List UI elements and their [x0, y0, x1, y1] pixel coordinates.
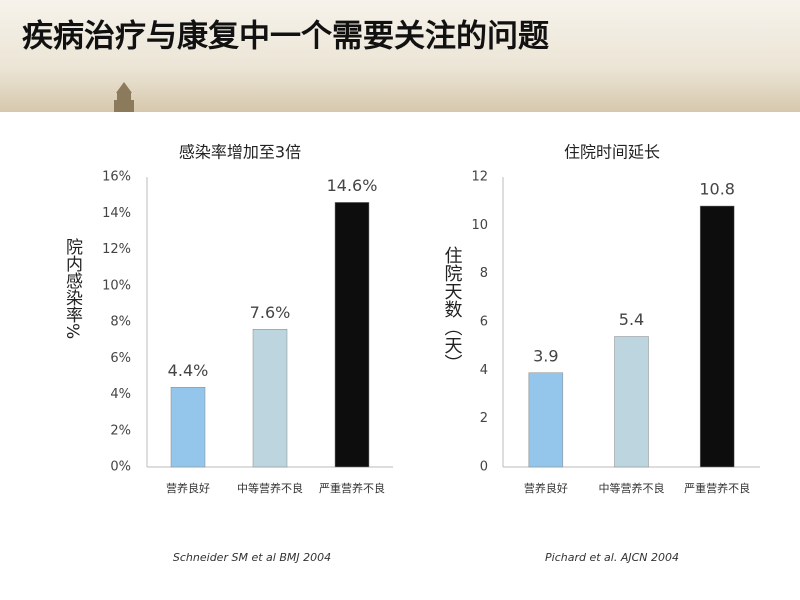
value-label: 4.4%	[168, 361, 209, 380]
bar	[614, 336, 649, 468]
bar	[252, 329, 288, 468]
x-tick-label: 营养良好	[524, 481, 568, 495]
y-tick-label: 2%	[110, 423, 131, 438]
y-axis-label: 住院天数（天）	[442, 246, 463, 372]
y-tick-label: 4%	[110, 387, 131, 402]
value-label: 5.4	[619, 310, 644, 329]
bar	[334, 202, 370, 468]
value-label: 3.9	[533, 346, 558, 365]
y-tick-label: 6	[480, 315, 488, 330]
bar	[699, 205, 735, 468]
y-tick-label: 8	[480, 266, 488, 281]
x-tick-label: 严重营养不良	[319, 481, 385, 495]
y-tick-label: 12	[471, 170, 488, 185]
x-tick-label: 营养良好	[166, 481, 210, 495]
value-label: 7.6%	[250, 303, 291, 322]
y-tick-label: 0	[480, 460, 488, 475]
y-tick-label: 12%	[102, 242, 131, 257]
y-tick-label: 14%	[102, 206, 131, 221]
chart-title: 住院时间延长	[564, 143, 660, 162]
y-tick-label: 0%	[110, 460, 131, 475]
x-tick-label: 中等营养不良	[237, 481, 303, 495]
value-label: 10.8	[699, 180, 735, 199]
bar	[170, 387, 206, 468]
tower-icon	[114, 82, 134, 112]
value-label: 14.6%	[327, 176, 378, 195]
y-tick-label: 4	[480, 363, 488, 378]
y-tick-label: 10	[471, 218, 488, 233]
y-axis-label: 院内感染率%	[62, 238, 83, 339]
y-tick-label: 2	[480, 411, 488, 426]
y-tick-label: 6%	[110, 351, 131, 366]
y-tick-label: 16%	[102, 170, 131, 185]
source-note: Schneider SM et al BMJ 2004	[173, 551, 331, 564]
slide-title: 疾病治疗与康复中一个需要关注的问题	[22, 19, 549, 55]
x-tick-label: 严重营养不良	[684, 481, 750, 495]
bar	[528, 372, 564, 468]
header-band	[0, 0, 800, 112]
y-tick-label: 8%	[110, 315, 131, 330]
y-tick-label: 10%	[102, 278, 131, 293]
source-note: Pichard et al. AJCN 2004	[545, 551, 679, 564]
chart-title: 感染率增加至3倍	[179, 143, 301, 162]
x-tick-label: 中等营养不良	[599, 481, 665, 495]
